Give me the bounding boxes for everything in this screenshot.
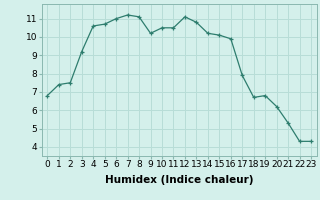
X-axis label: Humidex (Indice chaleur): Humidex (Indice chaleur) <box>105 175 253 185</box>
